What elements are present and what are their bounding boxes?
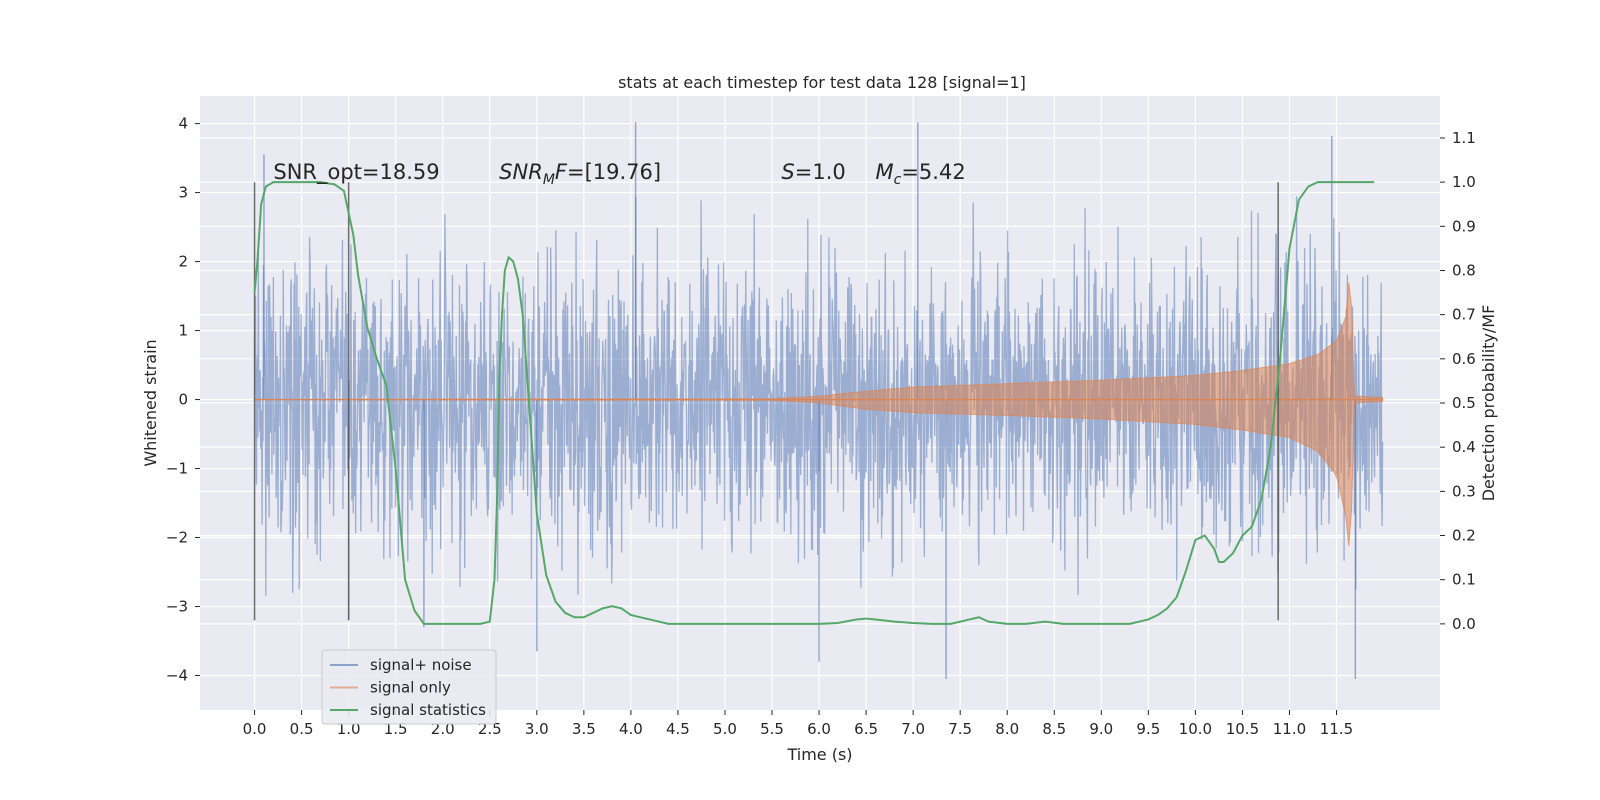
y2-tick-label-3: 0.3 — [1452, 482, 1476, 500]
y-tick-label-6: 2 — [178, 253, 188, 271]
x-tick-label-8: 4.0 — [619, 720, 643, 738]
y2-tick-label-7: 0.7 — [1452, 306, 1476, 324]
y-tick-label-5: 1 — [178, 322, 188, 340]
y2-tick-label-6: 0.6 — [1452, 350, 1476, 368]
legend: signal+ noise signal only signal statistic… — [321, 649, 497, 725]
annotation-3-part-0: M — [876, 160, 894, 184]
x-tick-label-0: 0.0 — [243, 720, 267, 738]
y-axis-title: Whitened strain — [141, 339, 160, 466]
annotation-2-part-0: S — [781, 160, 794, 184]
x-tick-label-16: 8.0 — [995, 720, 1019, 738]
y-tick-label-3: −1 — [166, 460, 188, 478]
x-tick-label-10: 5.0 — [713, 720, 737, 738]
y-tick-label-2: −2 — [166, 529, 188, 547]
series-signal-only — [254, 282, 1384, 547]
series-signal-statistics — [253, 181, 1375, 625]
legend-box — [321, 649, 497, 725]
x-tick-label-17: 8.5 — [1042, 720, 1066, 738]
y-tick-label-1: −3 — [166, 598, 188, 616]
legend-label-0: signal+ noise — [370, 656, 472, 674]
x-tick-label-12: 6.0 — [807, 720, 831, 738]
y2-tick-label-2: 0.2 — [1452, 527, 1476, 545]
annotation-3-part-2: =5.42 — [901, 160, 965, 184]
y2-axis-title: Detection probability/MF — [1479, 305, 1498, 502]
x-tick-label-14: 7.0 — [901, 720, 925, 738]
stats-line — [253, 181, 1375, 625]
annotation-1: SNRMF=[19.76] — [499, 160, 661, 188]
y2-tick-label-11: 1.1 — [1452, 129, 1476, 147]
x-tick-label-22: 11.0 — [1273, 720, 1306, 738]
y-tick-label-7: 3 — [178, 184, 188, 202]
x-tick-label-9: 4.5 — [666, 720, 690, 738]
annotation-1-part-3: =[19.76] — [567, 160, 661, 184]
annotation-3-part-1: c — [894, 172, 902, 188]
x-axis: 0.0 0.5 1.0 1.5 2.0 2.5 3.0 3.5 4.0 4.5 5.0 5.5 6.0 6… — [243, 710, 1353, 738]
y-axis-left: −4 −3 −2 −1 0 1 2 3 4 — [166, 115, 200, 685]
x-tick-label-6: 3.0 — [525, 720, 549, 738]
y2-tick-label-4: 0.4 — [1452, 438, 1476, 456]
x-tick-label-13: 6.5 — [854, 720, 878, 738]
x-tick-label-20: 10.0 — [1179, 720, 1212, 738]
annotation-1-part-0: SNR — [499, 160, 543, 184]
x-tick-label-7: 3.5 — [572, 720, 596, 738]
x-axis-title: Time (s) — [786, 745, 852, 764]
y-tick-label-8: 4 — [178, 115, 188, 133]
y-tick-label-0: −4 — [166, 667, 188, 685]
y2-tick-label-9: 0.9 — [1452, 217, 1476, 235]
y-axis-right: 0.0 0.1 0.2 0.3 0.4 0.5 0.6 0.7 0.8 0.9 1.0 1.1 — [1440, 129, 1476, 633]
y2-tick-label-10: 1.0 — [1452, 173, 1476, 191]
event-markers — [253, 182, 1279, 621]
legend-label-2: signal statistics — [370, 701, 486, 719]
annotation-2-part-1: =1.0 — [795, 160, 846, 184]
annotation-1-part-2: F — [555, 160, 568, 184]
x-tick-label-18: 9.0 — [1089, 720, 1113, 738]
annotation-2: S=1.0 — [781, 160, 845, 184]
x-tick-label-15: 7.5 — [948, 720, 972, 738]
legend-label-1: signal only — [370, 679, 451, 697]
annotation-0: SNR_opt=18.59 — [273, 160, 439, 185]
y-tick-label-4: 0 — [178, 391, 188, 409]
x-tick-label-11: 5.5 — [760, 720, 784, 738]
y2-tick-label-0: 0.0 — [1452, 615, 1476, 633]
x-tick-label-19: 9.5 — [1136, 720, 1160, 738]
annotation-0-part-0: SNR_opt=18.59 — [273, 160, 439, 185]
y2-tick-label-1: 0.1 — [1452, 571, 1476, 589]
annotations: SNR_opt=18.59 SNRMF=[19.76] S=1.0 Mc=5.42 — [273, 160, 965, 188]
y2-tick-label-8: 0.8 — [1452, 261, 1476, 279]
y2-tick-label-5: 0.5 — [1452, 394, 1476, 412]
x-tick-label-21: 10.5 — [1226, 720, 1259, 738]
chart-title: stats at each timestep for test data 128… — [618, 73, 1026, 92]
x-tick-label-1: 0.5 — [290, 720, 314, 738]
annotation-1-part-1: M — [543, 172, 555, 188]
x-tick-label-23: 11.5 — [1320, 720, 1353, 738]
annotation-3: Mc=5.42 — [876, 160, 966, 188]
